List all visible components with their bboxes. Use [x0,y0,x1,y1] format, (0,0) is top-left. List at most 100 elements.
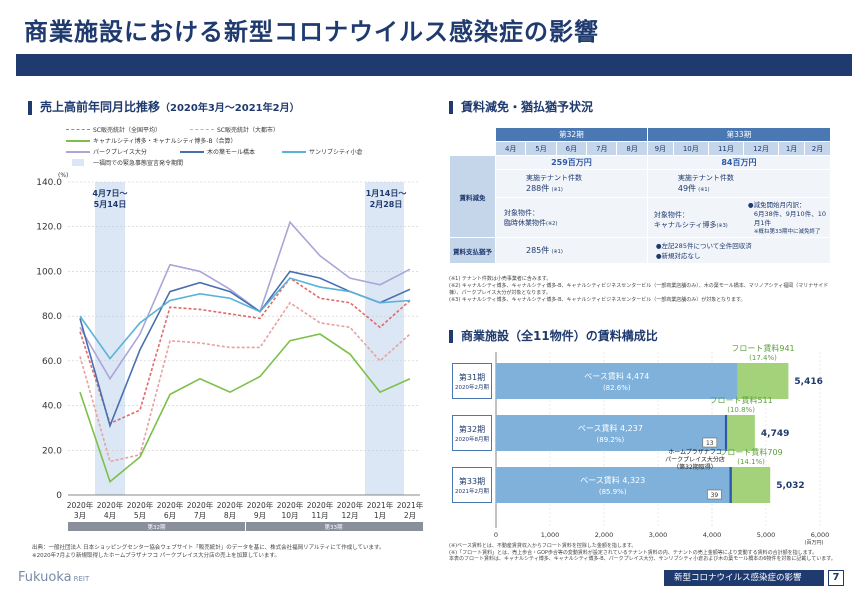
deferral-count: 285件 (※1) [495,237,648,264]
y-tick-label: 40.0 [42,402,62,412]
x-tick-month: 2月 [404,511,416,520]
x-tick-label: 5,000 [757,531,776,539]
legend-emergency: 一福岡での緊急事態宣言発令期間 [66,158,183,167]
x-tick-year: 2021年 [367,500,394,510]
legend-sc-national: SC販売統計（全国平均） [66,125,161,134]
y-tick-label: 80.0 [42,312,62,322]
x-tick-year: 2020年 [277,500,304,510]
props-32-cell: 対象物件： 臨時休業物件(※2) [495,197,648,238]
x-tick-label: 3,000 [649,531,668,539]
tenants-32-cell: 実施テナント件数 288件 (※1) [495,169,648,198]
period-33-text: 第33期 [325,523,343,531]
company-logo: Fukuoka REIT [18,570,90,585]
footer-title: 新型コロナウイルス感染症の影響 [664,570,824,586]
deferral-notes: ●左記285件について全件回収済 ●新規対応なし [646,237,832,264]
x-tick-month: 11月 [311,511,328,520]
x-tick-label: 2,000 [595,531,614,539]
rent-relief-heading: 賃料減免・猶払猶予状況 [449,101,593,114]
float-rent-pct: (10.8%) [727,406,755,414]
rent-composition-chart: 0 1,000 2,000 3,000 4,000 5,000 6,000(百万円) ベース賃… [494,343,829,545]
period-33-header: 第33期 [646,127,832,142]
annotation-line: パークプレイス大分店 [665,456,725,464]
x-tick-month: 5月 [134,511,146,520]
float-rent-label: フロート賃料941 [731,343,794,353]
base-rent-pct: (85.9%) [599,488,627,496]
legend-sunlive: サンリブシティ小倉 [282,147,363,156]
sales-chart-heading: 売上高前年同月比推移（2020年3月～2021年2月） [28,101,300,115]
float-rent-bar [737,363,789,399]
series-line-0 [79,277,411,425]
base-rent-bar [496,415,725,451]
rent-composition-heading: 商業施設（全11物件）の賃料構成比 [449,330,658,343]
x-tick-year: 2020年 [307,500,334,510]
added-property-value: 39 [711,492,719,499]
float-rent-label: フロート賃料709 [719,447,782,457]
period-31-label: 第31期 2020年2月期 [452,363,492,399]
x-tick-year: 2020年 [127,500,154,510]
period-32-label: 第32期 2020年8月期 [452,415,492,451]
x-tick-month: 12月 [341,511,358,520]
base-rent-label: ベース賃料 4,237 [578,423,643,433]
sales-chart-notes: 出典：一般社団法人 日本ショッピングセンター協会ウェブサイト「販売統計」のデータ… [32,545,385,559]
x-tick-month: 1月 [374,511,386,520]
added-property-value: 13 [706,440,714,447]
x-tick-month: 4月 [104,511,116,520]
added-property-bar [729,467,732,503]
total-rent-label: 5,032 [776,481,804,491]
base-rent-bar [496,363,738,399]
x-tick-year: 2020年 [67,500,94,510]
y-axis-unit: (%) [58,172,68,179]
x-tick-label: 4,000 [703,531,722,539]
props-33-cell: 対象物件： キャナルシティ博多(※3) ●減免開始月内訳： 6月38件、9月10… [646,197,832,238]
period-33-label: 第33期 2021年2月期 [452,467,492,503]
period-32-bar [68,522,245,531]
period-33-bar [246,522,423,531]
reduction-row-header: 賃料減免 [449,155,496,238]
x-tick-year: 2020年 [97,500,124,510]
float-rent-pct: (14.1%) [737,458,765,466]
amount-32: 259百万円 [495,155,648,170]
rent-relief-footnotes: (※1) テナント件数は小売事業者に含みます。 (※2) キャナルシティ博多、キ… [449,276,829,303]
emergency-shade-1 [95,182,125,495]
series-line-2 [79,333,411,483]
legend-park-place: パークプレイス大分 [66,147,147,156]
float-rent-bar [727,415,755,451]
amount-33: 84百万円 [646,155,832,170]
x-tick-year: 2021年 [397,500,424,510]
x-tick-month: 7月 [194,511,206,520]
x-tick-month: 9月 [254,511,266,520]
sales-chart-heading-sub: （2020年3月～2021年2月） [160,103,300,114]
y-tick-label: 100.0 [36,267,62,277]
total-rent-label: 4,749 [761,429,789,439]
x-tick-year: 2020年 [157,500,184,510]
total-rent-label: 5,416 [794,377,822,387]
sales-line-chart: 0 20.0 40.0 60.0 80.0 100.0 120.0 140.0(%) 4月7日～… [36,172,424,531]
shade1-label-line2: 5月14日 [94,200,127,209]
x-tick-month: 10月 [281,511,298,520]
added-property-bar [724,415,728,451]
x-tick-month: 8月 [224,511,236,520]
x-tick-year: 2020年 [337,500,364,510]
float-rent-pct: (17.4%) [749,354,777,362]
emergency-shade-2 [365,182,404,495]
x-tick-year: 2020年 [217,500,244,510]
base-rent-pct: (89.2%) [597,436,625,444]
base-rent-pct: (82.6%) [603,384,631,392]
page-title: 商業施設における新型コロナウイルス感染症の影響 [24,18,599,46]
series-line-5 [79,277,411,360]
shade1-label-line1: 4月7日～ [92,189,127,198]
legend-canal-city: キャナルシティ博多・キャナルシティ博多-B（合算） [66,136,237,145]
deferral-row-header: 賃料支払猶予 [449,237,496,264]
title-band [16,54,852,76]
base-rent-label: ベース賃料 4,323 [580,475,645,485]
added-property-box [707,489,722,500]
rent-relief-table: 第32期 第33期 4月 5月 6月 7月 8月 9月 10月 11月 12月 … [449,127,832,264]
x-tick-year: 2020年 [187,500,214,510]
legend-sc-city: SC販売統計（大都市） [190,125,279,134]
y-tick-label: 60.0 [42,357,62,367]
tenants-33-cell: 実施テナント件数 49件 (※1) [646,169,832,198]
sales-chart-heading-main: 売上高前年同月比推移 [40,100,161,114]
added-property-box [702,437,718,448]
annotation-line: ホームプラザナフコ [668,449,721,456]
shade2-label-line1: 1月14日～ [366,189,407,198]
